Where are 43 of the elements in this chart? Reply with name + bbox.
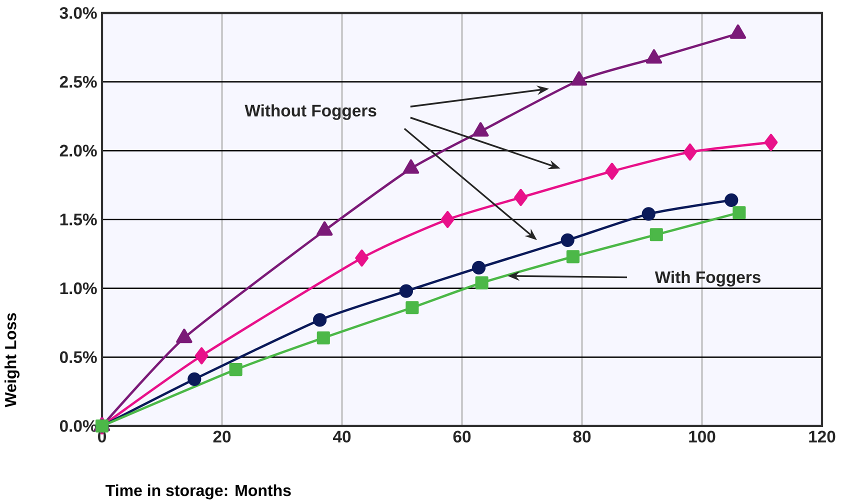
y-tick-label: 0.0% [60,420,97,432]
point [730,24,746,39]
x-tick-label: 100 [689,430,716,442]
y-tick-label: 2.5% [60,76,97,88]
x-tick-label: 120 [809,430,836,442]
y-tick-label: 0.5% [60,351,97,364]
x-tick-label: 40 [332,430,351,442]
point [313,313,327,327]
point [194,347,208,364]
point [683,144,697,161]
point [355,250,369,267]
annotation: With Foggers [654,270,760,286]
point [560,233,574,247]
point [764,134,778,151]
point [514,188,528,206]
y-tick-label: 3.0% [60,7,97,19]
point [732,206,746,220]
point [399,284,414,298]
point [724,193,738,208]
point [475,276,488,290]
annotation: Without Foggers [244,104,376,120]
point [406,301,419,314]
point [188,372,202,386]
point [402,159,420,174]
y-tick-label: 2.0% [60,144,97,157]
point [472,122,489,137]
point [605,162,619,180]
y-axis-title: Weight Loss [4,313,20,408]
point [570,71,588,86]
x-tick-label: 60 [453,430,471,442]
point [440,210,454,228]
y-tick-label: 1.5% [60,214,97,226]
x-tick-label: 20 [213,430,231,442]
x-axis-title: Time in storage: Months [106,484,291,500]
point [316,331,330,344]
point [229,363,242,376]
point [646,49,662,64]
point [472,260,486,274]
y-tick-label: 1.0% [60,282,97,294]
point [650,228,663,242]
x-tick-label: 80 [573,430,591,442]
point [642,207,656,221]
point [566,250,580,264]
